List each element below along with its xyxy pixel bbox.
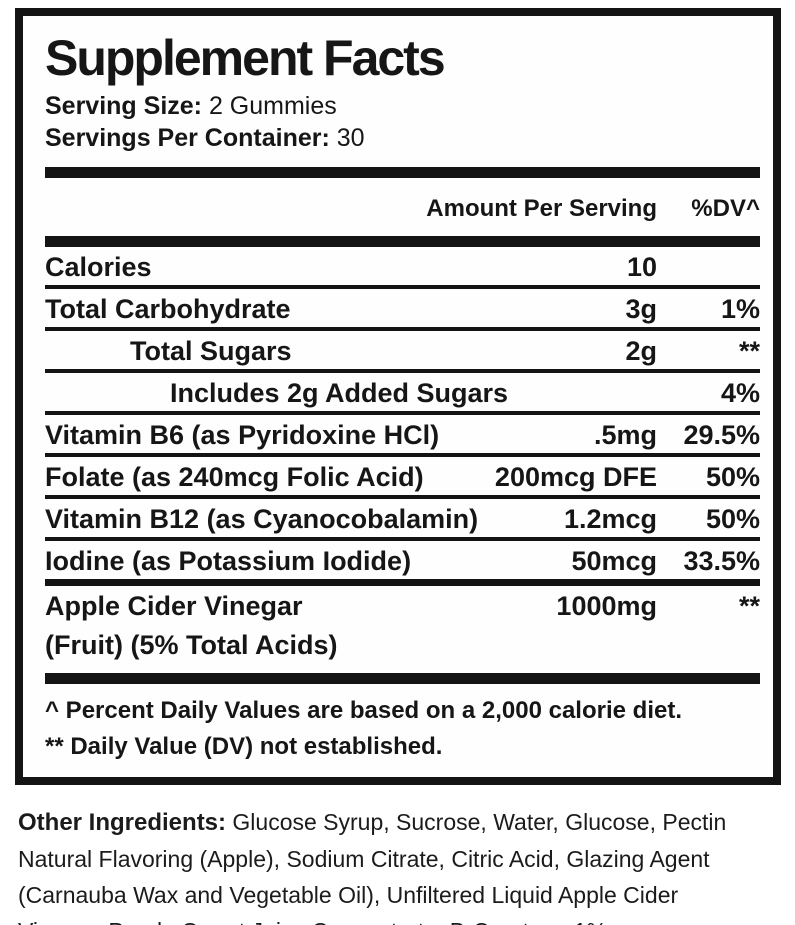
nutrient-dv: 1% [720, 294, 760, 324]
nutrient-amount: 1.2mcg [563, 504, 657, 534]
nutrient-amount: 1000mg [556, 591, 657, 621]
percent-dv-header: %DV^ [691, 195, 760, 222]
nutrient-amount: 3g [625, 294, 657, 324]
nutrient-name: Calories [45, 252, 152, 282]
nutrient-dv: 50% [705, 504, 760, 534]
table-row-total-carbohydrate: Total Carbohydrate 3g 1% [45, 289, 760, 331]
nutrient-amount: 50mcg [571, 546, 657, 576]
nutrient-amount: .5mg [593, 420, 657, 450]
table-row-added-sugars: Includes 2g Added Sugars 4% [45, 373, 760, 415]
panel-title: Supplement Facts [45, 30, 446, 86]
serving-size-line: Serving Size: 2 Gummies [45, 90, 760, 122]
nutrient-name: Total Sugars [130, 336, 292, 366]
table-row-vitamin-b12: Vitamin B12 (as Cyanocobalamin) 1.2mcg 5… [45, 499, 760, 541]
other-ingredients-label: Other Ingredients: [18, 809, 227, 836]
divider-bar-top [45, 167, 760, 178]
table-row-folate: Folate (as 240mcg Folic Acid) 200mcg DFE… [45, 457, 760, 499]
divider-bar-header [45, 236, 760, 247]
nutrient-name: Folate (as 240mcg Folic Acid) [45, 462, 424, 492]
serving-size-value: 2 Gummies [202, 92, 337, 120]
nutrient-name: Includes 2g Added Sugars [170, 378, 509, 408]
column-header-row: Amount Per Serving %DV^ [45, 178, 760, 236]
nutrient-amount: 2g [625, 336, 657, 366]
divider-bar-footnotes [45, 673, 760, 684]
other-ingredients-text: Glucose Syrup, Sucrose, Water, Glucose, … [18, 809, 727, 925]
nutrient-dv: 50% [705, 462, 760, 492]
serving-size-label: Serving Size: [45, 92, 202, 120]
nutrient-dv: ** [738, 336, 760, 366]
table-row-vitamin-b6: Vitamin B6 (as Pyridoxine HCl) .5mg 29.5… [45, 415, 760, 457]
table-row-apple-cider-vinegar: Apple Cider Vinegar 1000mg ** [45, 586, 760, 620]
nutrient-dv: 4% [720, 378, 760, 408]
nutrient-name: Vitamin B6 (as Pyridoxine HCl) [45, 420, 440, 450]
nutrient-dv: 33.5% [683, 546, 760, 576]
nutrient-amount: 10 [626, 252, 657, 282]
nutrient-name: Vitamin B12 (as Cyanocobalamin) [45, 504, 479, 534]
nutrient-name: Apple Cider Vinegar [45, 591, 303, 621]
supplement-facts-panel: Supplement Facts Serving Size: 2 Gummies… [15, 8, 781, 785]
footnotes: ^ Percent Daily Values are based on a 2,… [45, 684, 760, 767]
footnote-percent-dv: ^ Percent Daily Values are based on a 2,… [45, 697, 682, 724]
nutrient-dv: 29.5% [683, 420, 760, 450]
panel-content: Supplement Facts Serving Size: 2 Gummies… [35, 30, 763, 767]
servings-per-container-value: 30 [329, 124, 365, 152]
nutrient-name: Iodine (as Potassium Iodide) [45, 546, 412, 576]
table-row-total-sugars: Total Sugars 2g ** [45, 331, 760, 373]
other-ingredients-section: Other Ingredients: Glucose Syrup, Sucros… [18, 804, 766, 925]
nutrient-name-line2: (Fruit) (5% Total Acids) [45, 630, 338, 660]
nutrient-dv: ** [738, 591, 760, 621]
nutrient-name: Total Carbohydrate [45, 294, 291, 324]
amount-per-serving-header: Amount Per Serving [426, 195, 657, 222]
servings-per-container-line: Servings Per Container: 30 [45, 122, 760, 154]
footnote-dv-not-established: ** Daily Value (DV) not established. [45, 733, 443, 760]
nutrient-amount: 200mcg DFE [494, 462, 657, 492]
table-row-iodine: Iodine (as Potassium Iodide) 50mcg 33.5% [45, 541, 760, 586]
table-row-calories: Calories 10 [45, 247, 760, 289]
servings-per-container-label: Servings Per Container: [45, 124, 330, 152]
